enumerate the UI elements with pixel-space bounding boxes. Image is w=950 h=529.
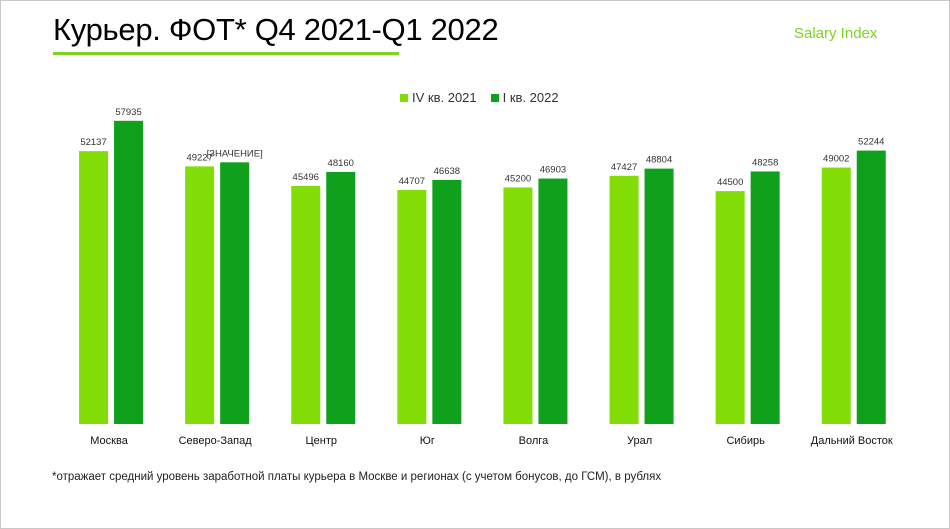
bar-2-4 <box>538 178 568 424</box>
legend-label-series-1: IV кв. 2021 <box>412 90 477 105</box>
bar-2-3 <box>432 179 462 424</box>
category-label: Дальний Восток <box>811 435 893 447</box>
legend-label-series-2: I кв. 2022 <box>502 90 559 105</box>
bar-1-2 <box>291 185 321 424</box>
category-label: Сибирь <box>726 435 765 447</box>
legend-swatch-series-1 <box>400 93 408 102</box>
bar-2-6 <box>750 171 780 424</box>
data-label-2-0: 57935 <box>115 107 141 118</box>
bar-1-1 <box>185 166 215 424</box>
data-label-2-5: 48804 <box>646 155 672 166</box>
category-label: Урал <box>627 435 652 447</box>
data-label-2-6: 48258 <box>752 157 778 168</box>
bar-1-0 <box>79 151 109 424</box>
title-underline <box>53 52 399 55</box>
legend-item-series-2: I кв. 2022 <box>490 90 559 105</box>
bar-2-1 <box>220 162 250 425</box>
page-title: Курьер. ФОТ* Q4 2021-Q1 2022 <box>53 12 499 47</box>
bar-2-0 <box>114 120 144 425</box>
data-label-1-3: 44707 <box>399 176 425 187</box>
category-label: Северо-Запад <box>179 435 253 447</box>
data-label-1-0: 52137 <box>80 137 106 148</box>
bar-1-5 <box>609 175 639 424</box>
data-label-2-4: 46903 <box>540 165 566 176</box>
bar-2-5 <box>644 168 674 424</box>
data-label-1-5: 47427 <box>611 162 637 173</box>
brand-label: Salary Index <box>794 25 878 42</box>
data-label-2-7: 52244 <box>858 137 884 148</box>
legend-item-series-1: IV кв. 2021 <box>400 90 477 105</box>
data-label-1-6: 44500 <box>717 177 743 188</box>
data-label-1-1: 49227 <box>186 152 212 163</box>
data-label-2-1: [ЗНАЧЕНИЕ] <box>207 148 263 159</box>
data-label-2-3: 46638 <box>434 166 460 177</box>
category-label: Волга <box>519 435 549 447</box>
category-label: Москва <box>90 435 128 447</box>
footnote: *отражает средний уровень заработной пла… <box>52 471 662 483</box>
data-label-1-2: 45496 <box>293 172 319 183</box>
bar-1-6 <box>715 191 745 424</box>
bar-2-7 <box>856 150 886 425</box>
legend-swatch-series-2 <box>490 93 499 102</box>
bar-1-7 <box>821 167 851 424</box>
data-label-2-2: 48160 <box>328 158 354 169</box>
category-label: Юг <box>420 435 435 447</box>
bar-1-4 <box>503 187 533 424</box>
data-label-1-4: 45200 <box>505 173 531 184</box>
chart-legend: IV кв. 2021 I кв. 2022 <box>400 90 559 105</box>
data-label-1-7: 49002 <box>823 154 849 165</box>
bar-1-3 <box>397 190 427 424</box>
category-label: Центр <box>306 435 338 447</box>
bar-2-2 <box>326 171 356 424</box>
